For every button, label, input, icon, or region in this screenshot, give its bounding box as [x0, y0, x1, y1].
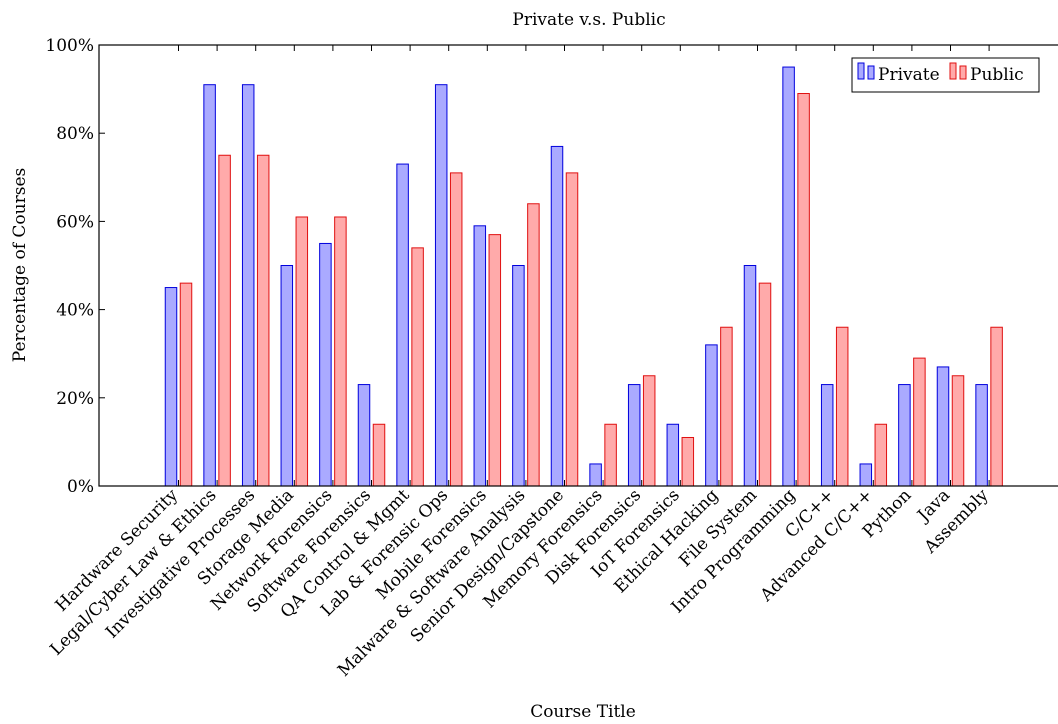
bar-private	[820, 384, 834, 487]
legend-swatch-public	[949, 62, 957, 80]
bar-public	[411, 247, 424, 487]
bar-public	[604, 423, 617, 487]
bars-group	[164, 66, 1003, 487]
plot-frame	[98, 44, 1058, 487]
bar-public	[797, 93, 810, 487]
y-tick-label: 100%	[45, 36, 94, 56]
bar-private	[550, 145, 564, 487]
y-tick-label: 0%	[67, 477, 94, 497]
bar-public	[913, 357, 926, 487]
bar-private	[898, 384, 911, 487]
legend-swatch-public-2	[959, 65, 967, 80]
x-axis-label: Course Title	[530, 702, 636, 722]
bar-public	[990, 326, 1003, 487]
bar-private	[859, 463, 873, 487]
y-tick-label: 80%	[56, 124, 94, 144]
bar-private	[473, 225, 487, 487]
bar-public	[449, 172, 463, 487]
bar-private	[705, 344, 718, 487]
legend-swatch-private	[857, 62, 865, 80]
chart-title: Private v.s. Public	[512, 10, 665, 30]
bar-private	[319, 242, 332, 487]
bar-private	[975, 384, 988, 487]
y-axis-label: Percentage of Courses	[10, 168, 30, 362]
y-tick-label: 20%	[56, 389, 94, 409]
legend-label-public: Public	[970, 65, 1024, 85]
bar-private	[280, 265, 294, 487]
bar-private	[782, 66, 795, 487]
bar-private	[627, 384, 641, 487]
bar-public	[256, 154, 270, 487]
bar-private	[164, 287, 178, 487]
bar-public	[874, 423, 888, 487]
bar-private	[936, 366, 950, 487]
bar-private	[241, 84, 255, 487]
bar-private	[512, 265, 525, 487]
legend: Private Public	[851, 57, 1040, 93]
bar-public	[179, 282, 193, 487]
x-tick-label: Investigative Processes	[102, 485, 259, 642]
bar-private	[434, 84, 448, 487]
bar-public	[642, 375, 656, 487]
bar-private	[357, 384, 371, 487]
x-tick-label: Legal/Cyber Law & Ethics	[46, 485, 220, 659]
bar-private	[589, 463, 602, 487]
bar-public	[488, 234, 502, 487]
bar-public	[527, 203, 540, 487]
bar-public	[218, 154, 231, 487]
legend-swatch-private-2	[867, 65, 875, 80]
bar-private	[203, 84, 216, 487]
bar-public	[295, 216, 309, 487]
bar-public	[565, 172, 579, 487]
bar-public	[758, 282, 772, 487]
bar-private	[396, 163, 409, 487]
bar-public	[334, 216, 347, 487]
bar-private	[666, 423, 680, 487]
bar-public	[951, 375, 965, 487]
bar-public	[835, 326, 849, 487]
y-tick-label: 40%	[56, 301, 94, 321]
bar-public	[372, 423, 386, 487]
legend-label-private: Private	[878, 65, 940, 85]
bar-public	[720, 326, 733, 487]
bar-public	[681, 436, 695, 487]
legend-box	[851, 57, 1040, 93]
bar-private	[743, 265, 757, 487]
y-tick-label: 60%	[56, 212, 94, 232]
